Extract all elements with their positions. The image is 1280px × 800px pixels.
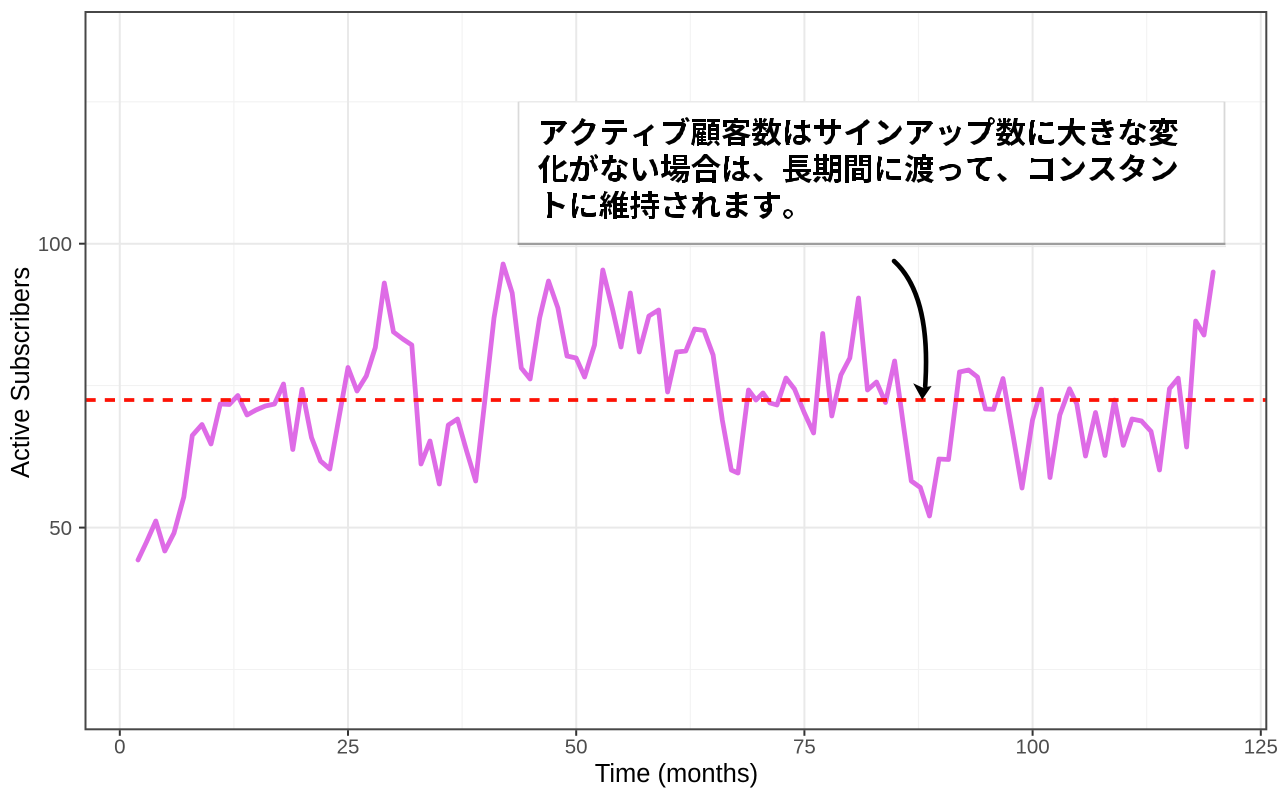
svg-text:50: 50: [565, 736, 588, 759]
svg-text:125: 125: [1244, 736, 1278, 759]
svg-text:Time (months): Time (months): [595, 760, 758, 788]
svg-text:100: 100: [1015, 736, 1049, 759]
svg-text:75: 75: [793, 736, 816, 759]
svg-text:100: 100: [38, 233, 72, 256]
svg-text:Active Subscribers: Active Subscribers: [7, 267, 35, 478]
svg-text:50: 50: [49, 517, 72, 540]
svg-text:25: 25: [337, 736, 360, 759]
svg-text:0: 0: [114, 736, 125, 759]
